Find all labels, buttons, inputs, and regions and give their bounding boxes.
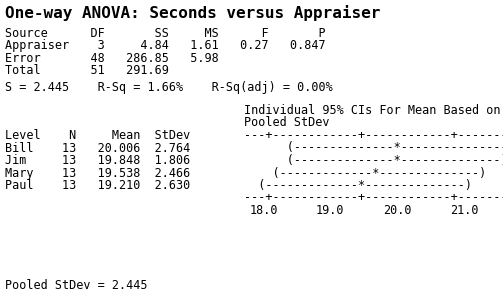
Text: Error       48   286.85   5.98: Error 48 286.85 5.98 <box>5 52 219 65</box>
Text: Total       51   291.69: Total 51 291.69 <box>5 65 169 78</box>
Text: Individual 95% CIs For Mean Based on: Individual 95% CIs For Mean Based on <box>244 104 500 117</box>
Text: ---+------------+------------+------------+--------: ---+------------+------------+----------… <box>244 191 503 204</box>
Text: 18.0: 18.0 <box>249 204 278 217</box>
Text: 19.0: 19.0 <box>316 204 345 217</box>
Text: Jim     13   19.848  1.806: Jim 13 19.848 1.806 <box>5 154 190 167</box>
Text: (-------------*--------------): (-------------*--------------) <box>244 179 472 192</box>
Text: 21.0: 21.0 <box>450 204 478 217</box>
Text: Pooled StDev: Pooled StDev <box>244 117 329 130</box>
Text: One-way ANOVA: Seconds versus Appraiser: One-way ANOVA: Seconds versus Appraiser <box>5 5 380 21</box>
Text: (-------------*--------------): (-------------*--------------) <box>244 166 486 179</box>
Text: Level    N     Mean  StDev: Level N Mean StDev <box>5 129 190 142</box>
Text: (--------------*--------------): (--------------*--------------) <box>244 154 503 167</box>
Text: 20.0: 20.0 <box>383 204 411 217</box>
Text: (--------------*---------------): (--------------*---------------) <box>244 142 503 155</box>
Text: Source      DF       SS     MS      F       P: Source DF SS MS F P <box>5 27 325 40</box>
Text: ---+------------+------------+------------+--------: ---+------------+------------+----------… <box>244 129 503 142</box>
Text: Bill    13   20.006  2.764: Bill 13 20.006 2.764 <box>5 142 190 155</box>
Text: Paul    13   19.210  2.630: Paul 13 19.210 2.630 <box>5 179 190 192</box>
Text: S = 2.445    R-Sq = 1.66%    R-Sq(adj) = 0.00%: S = 2.445 R-Sq = 1.66% R-Sq(adj) = 0.00% <box>5 81 333 94</box>
Text: Appraiser    3     4.84   1.61   0.27   0.847: Appraiser 3 4.84 1.61 0.27 0.847 <box>5 40 325 53</box>
Text: Pooled StDev = 2.445: Pooled StDev = 2.445 <box>5 279 147 292</box>
Text: Mary    13   19.538  2.466: Mary 13 19.538 2.466 <box>5 166 190 179</box>
